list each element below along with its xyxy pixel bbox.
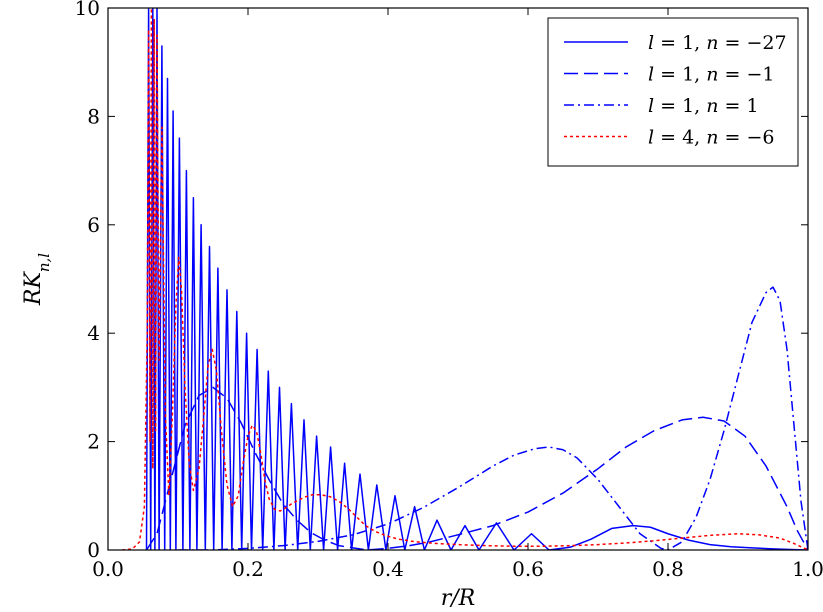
series-line-4 <box>121 8 808 550</box>
y-tick-label: 2 <box>87 430 100 454</box>
y-tick-label: 10 <box>75 0 100 20</box>
series-line-1 <box>145 8 808 550</box>
y-tick-label: 6 <box>87 213 100 237</box>
x-tick-label: 0.0 <box>92 557 124 581</box>
x-tick-label: 0.4 <box>372 557 404 581</box>
plot-frame <box>107 7 809 551</box>
x-tick-label: 0.2 <box>232 557 264 581</box>
x-axis-label: r/R <box>441 586 476 611</box>
legend: l = 1, n = −27 l = 1, n = −1 l = 1, n = 1 l… <box>547 17 799 167</box>
series-layer <box>121 8 808 550</box>
y-axis-label: RKn,l <box>21 253 53 306</box>
legend-label: l = 1, n = −27 <box>648 32 787 54</box>
y-tick-label: 4 <box>87 321 100 345</box>
y-tick-label: 0 <box>87 538 100 562</box>
x-tick-label: 0.8 <box>652 557 684 581</box>
series-line-3 <box>178 286 808 550</box>
series-line-2 <box>145 386 808 550</box>
y-tick-label: 8 <box>87 104 100 128</box>
ticks-layer: 0.0 0.2 0.4 0.6 0.8 1.0 0 2 4 6 8 10 <box>75 0 823 581</box>
legend-label: l = 1, n = 1 <box>648 95 759 117</box>
legend-label: l = 1, n = −1 <box>648 64 775 86</box>
x-tick-label: 1.0 <box>792 557 823 581</box>
x-tick-label: 0.6 <box>512 557 544 581</box>
legend-label: l = 4, n = −6 <box>648 127 775 149</box>
